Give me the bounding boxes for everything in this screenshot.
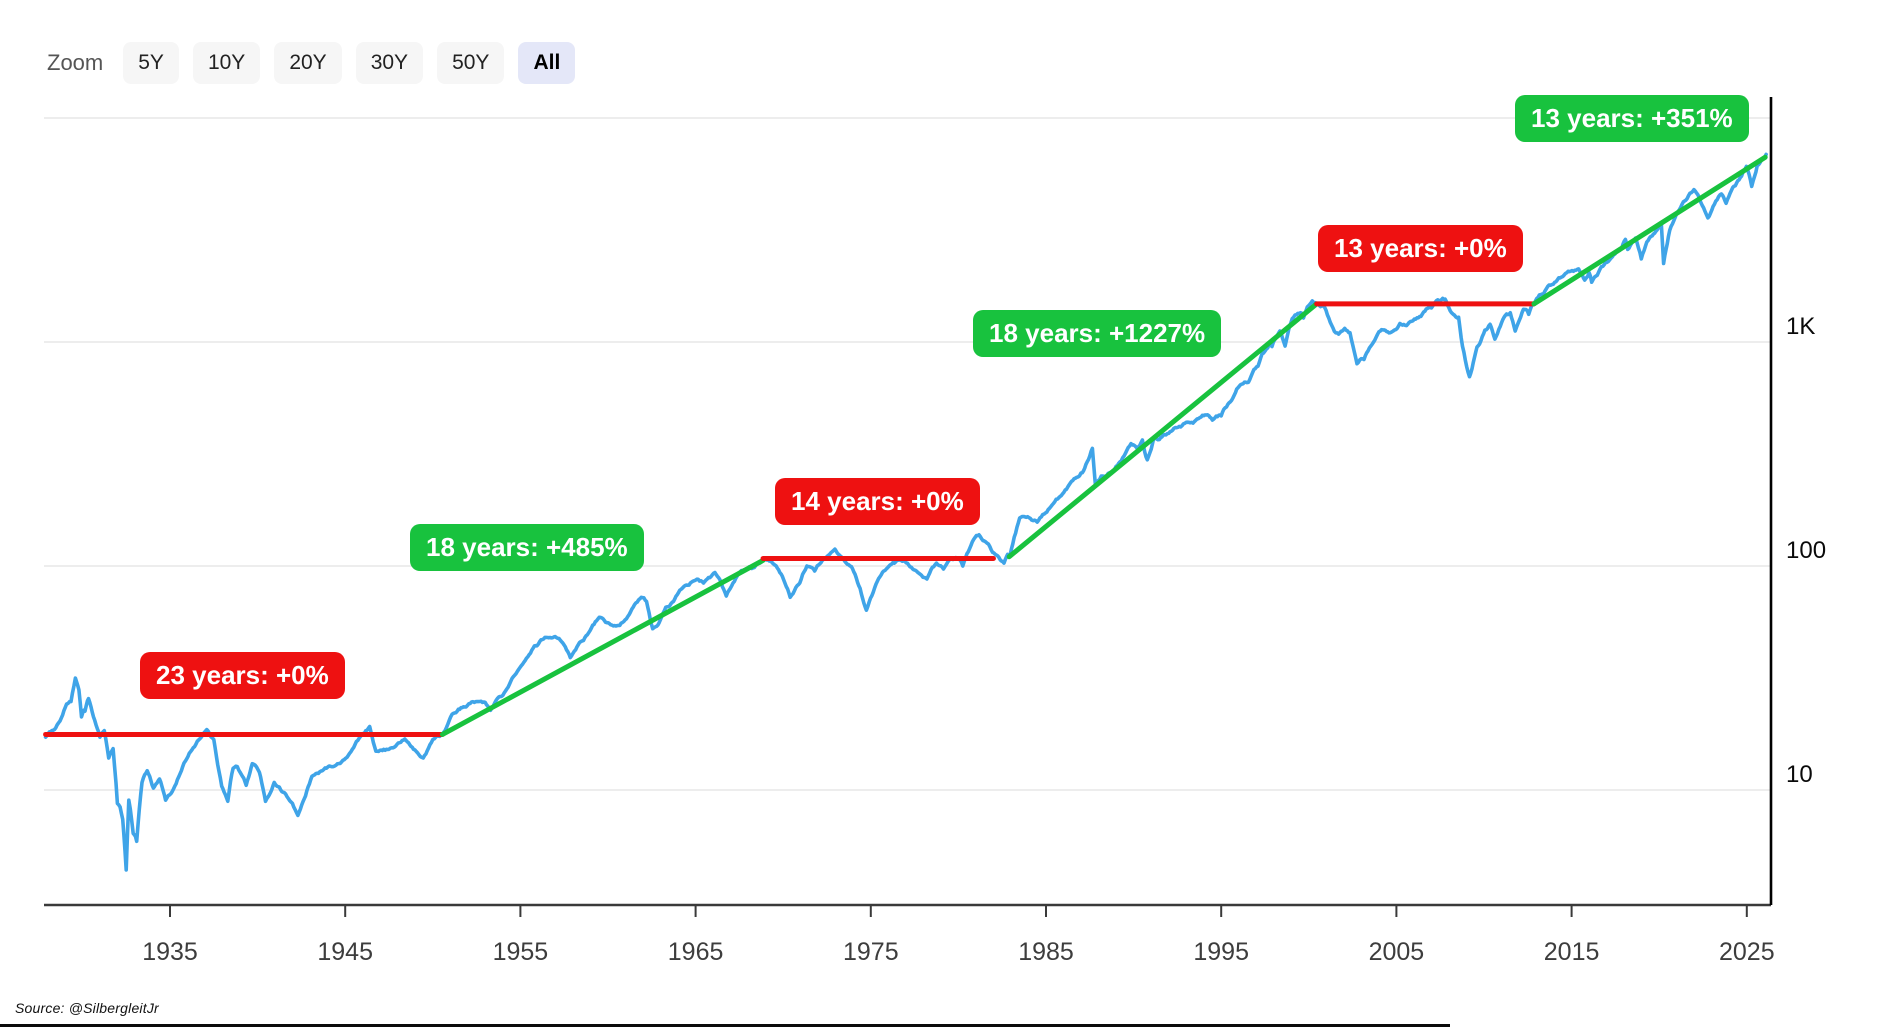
x-axis-label-1985: 1985	[1018, 938, 1074, 966]
zoom-button-all[interactable]: All	[518, 42, 576, 84]
annotation-23-years-0: 23 years: +0%	[140, 652, 345, 699]
zoom-button-20y[interactable]: 20Y	[274, 42, 342, 84]
x-axis-label-1995: 1995	[1193, 938, 1249, 966]
y-axis-label-100: 100	[1786, 537, 1827, 564]
y-axis-label-1k: 1K	[1786, 313, 1816, 340]
x-axis-label-2025: 2025	[1718, 938, 1775, 966]
zoom-button-group: 5Y 10Y 20Y 30Y 50Y All	[123, 42, 576, 84]
annotation-18-years-1227: 18 years: +1227%	[973, 310, 1222, 357]
x-axis-label-1975: 1975	[842, 938, 899, 966]
source-credit: Source: @SilbergleitJr	[15, 1000, 159, 1016]
annotation-18-years-485: 18 years: +485%	[410, 524, 644, 571]
trend-line-18-years-485	[439, 557, 766, 737]
y-axis-label-10: 10	[1786, 761, 1813, 788]
trend-line-13-years-351	[1531, 154, 1768, 307]
zoom-button-10y[interactable]: 10Y	[192, 42, 261, 84]
annotation-14-years-0: 14 years: +0%	[775, 478, 980, 525]
x-axis-label-1955: 1955	[492, 938, 549, 966]
x-axis-label-1945: 1945	[317, 938, 373, 966]
zoom-toolbar: Zoom 5Y 10Y 20Y 30Y 50Y All	[47, 42, 576, 84]
trend-line-18-years-1227	[1006, 301, 1320, 560]
x-axis-label-1965: 1965	[667, 938, 724, 966]
x-axis-label-1935: 1935	[142, 938, 198, 966]
bottom-divider	[0, 1024, 1450, 1027]
zoom-button-5y[interactable]: 5Y	[123, 42, 179, 84]
annotation-13-years-351: 13 years: +351%	[1515, 95, 1749, 142]
annotation-13-years-0: 13 years: +0%	[1318, 225, 1523, 272]
x-axis-label-2015: 2015	[1543, 938, 1600, 966]
zoom-button-50y[interactable]: 50Y	[437, 42, 505, 84]
x-axis-label-2005: 2005	[1368, 938, 1425, 966]
zoom-toolbar-label: Zoom	[47, 50, 104, 75]
zoom-button-30y[interactable]: 30Y	[355, 42, 424, 84]
